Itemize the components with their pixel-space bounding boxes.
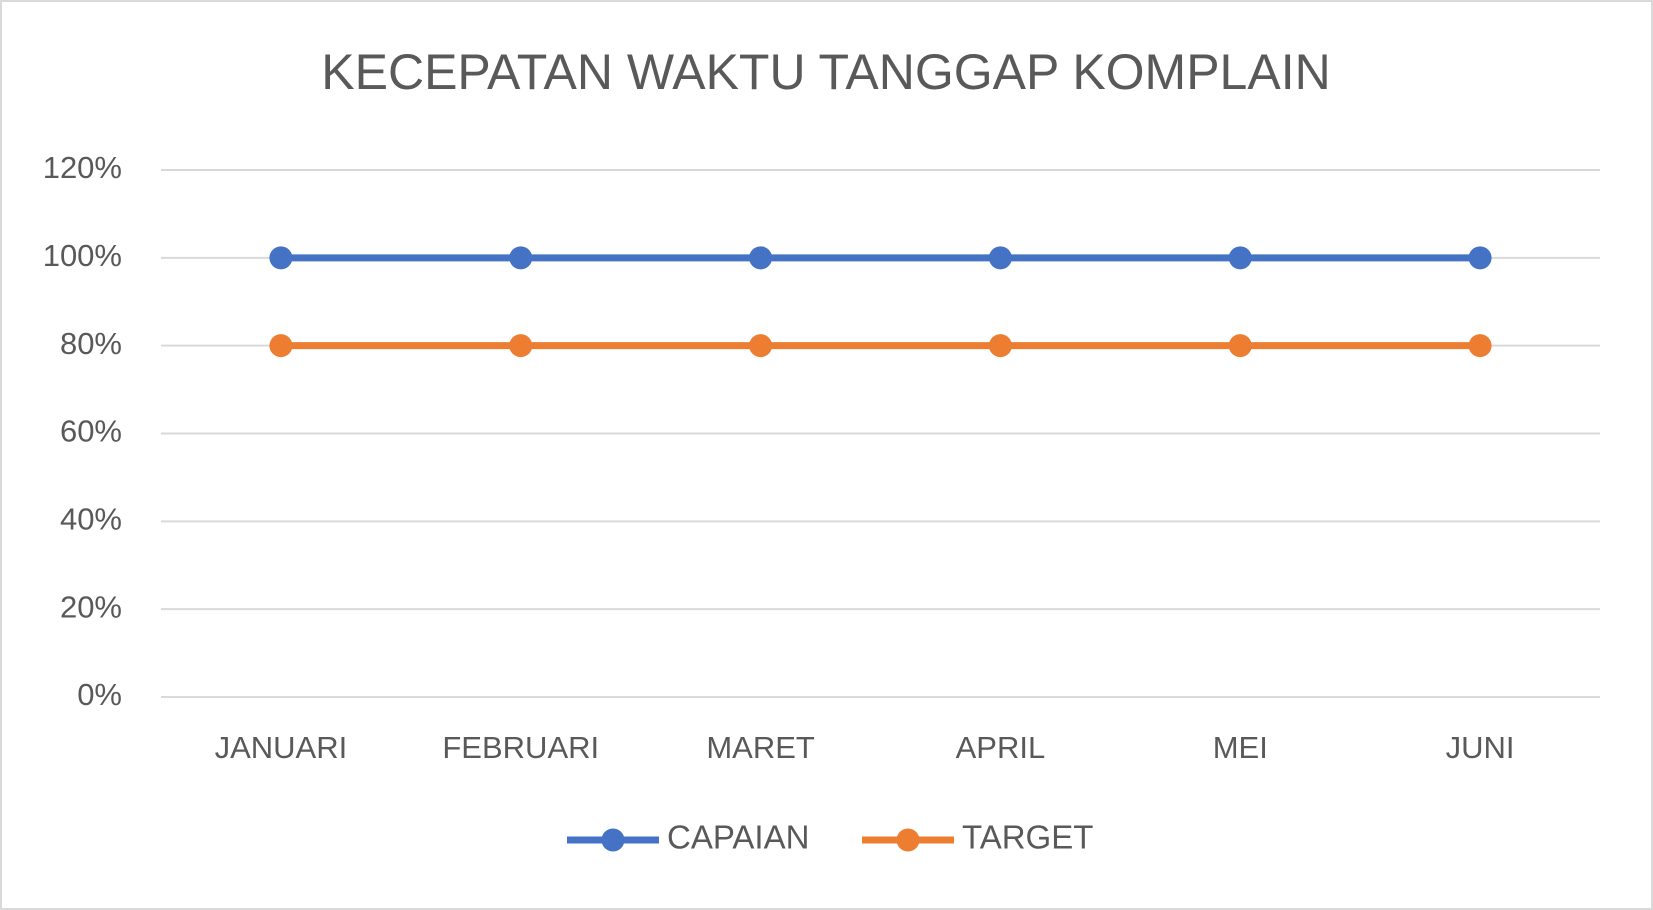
y-tick-label: 40% — [60, 502, 122, 537]
x-tick-label: MARET — [706, 730, 815, 765]
x-tick-label: JUNI — [1446, 730, 1515, 765]
y-tick-label: 60% — [60, 414, 122, 449]
data-point — [749, 334, 773, 358]
x-tick-label: APRIL — [956, 730, 1046, 765]
y-tick-label: 100% — [43, 238, 122, 273]
legend-marker — [601, 828, 625, 852]
legend-label: TARGET — [962, 819, 1093, 856]
data-point — [269, 246, 293, 270]
legend-marker — [896, 828, 920, 852]
y-tick-label: 80% — [60, 326, 122, 361]
data-point — [749, 246, 773, 270]
legend-label: CAPAIAN — [667, 819, 809, 856]
x-tick-label: MEI — [1213, 730, 1268, 765]
data-point — [1228, 246, 1252, 270]
y-tick-label: 0% — [77, 677, 122, 712]
data-point — [1468, 246, 1492, 270]
data-point — [1228, 334, 1252, 358]
y-tick-label: 20% — [60, 589, 122, 624]
y-tick-label: 120% — [43, 150, 122, 185]
data-point — [1468, 334, 1492, 358]
x-tick-label: FEBRUARI — [442, 730, 599, 765]
x-tick-label: JANUARI — [215, 730, 348, 765]
data-point — [988, 246, 1012, 270]
data-point — [509, 246, 533, 270]
chart-title: KECEPATAN WAKTU TANGGAP KOMPLAIN — [321, 44, 1330, 100]
data-point — [988, 334, 1012, 358]
data-point — [509, 334, 533, 358]
data-point — [269, 334, 293, 358]
